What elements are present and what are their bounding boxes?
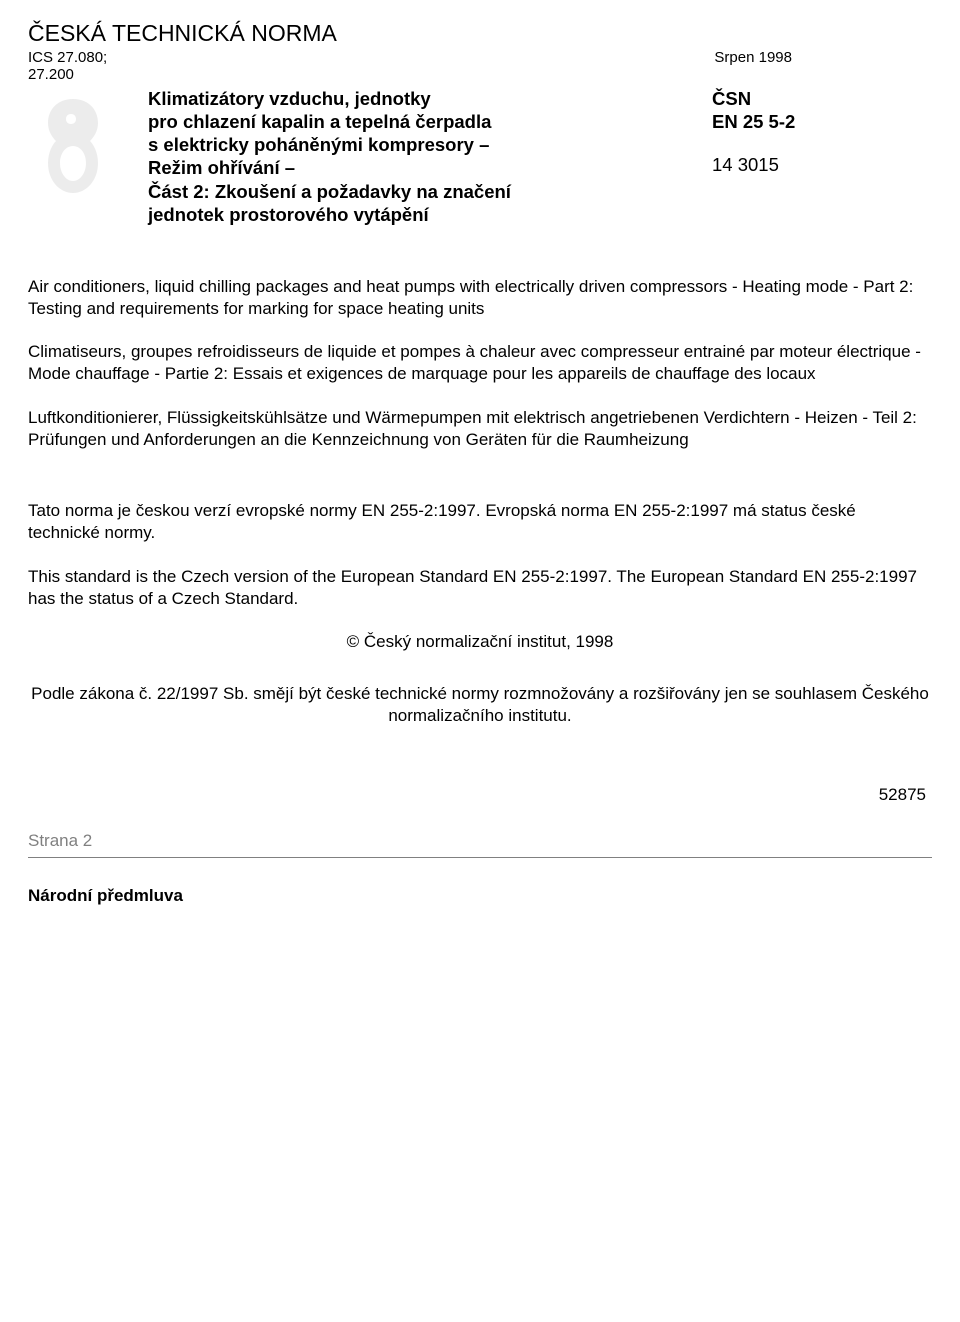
title-line: jednotek prostorového vytápění (148, 203, 692, 226)
code-csn: ČSN (712, 87, 932, 110)
law-note: Podle zákona č. 22/1997 Sb. smějí být če… (28, 683, 932, 727)
standard-title: Klimatizátory vzduchu, jednotky pro chla… (148, 85, 712, 226)
note-czech: Tato norma je českou verzí evropské norm… (28, 500, 932, 544)
header-row: ICS 27.080; 27.200 Srpen 1998 (28, 49, 932, 83)
national-foreword-heading: Národní předmluva (28, 886, 932, 906)
code-classification: 14 3015 (712, 153, 932, 176)
code-cell: ČSN EN 25 5-2 14 3015 (712, 85, 932, 176)
title-line: Klimatizátory vzduchu, jednotky (148, 87, 692, 110)
title-german: Luftkonditionierer, Flüssigkeitskühlsätz… (28, 407, 932, 451)
page-indicator: Strana 2 (28, 831, 932, 851)
title-line: s elektricky poháněnými kompresory – (148, 133, 692, 156)
page-title: ČESKÁ TECHNICKÁ NORMA (28, 20, 932, 47)
lion-logo-icon (28, 91, 118, 201)
main-block: Klimatizátory vzduchu, jednotky pro chla… (28, 85, 932, 226)
copyright-notice: © Český normalizační institut, 1998 (28, 631, 932, 653)
logo-cell (28, 85, 148, 206)
title-line: Režim ohřívání – (148, 156, 692, 179)
note-english: This standard is the Czech version of th… (28, 566, 932, 610)
ics-code: ICS 27.080; 27.200 (28, 49, 148, 83)
title-line: pro chlazení kapalin a tepelná čerpadla (148, 110, 692, 133)
code-en: EN 25 5-2 (712, 110, 932, 133)
title-french: Climatiseurs, groupes refroidisseurs de … (28, 341, 932, 385)
issue-date: Srpen 1998 (714, 49, 932, 66)
title-line: Část 2: Zkoušení a požadavky na značení (148, 180, 692, 203)
divider (28, 857, 932, 858)
title-english: Air conditioners, liquid chilling packag… (28, 276, 932, 320)
page-number: 52875 (28, 785, 932, 805)
closing-block: Tato norma je českou verzí evropské norm… (28, 500, 932, 609)
